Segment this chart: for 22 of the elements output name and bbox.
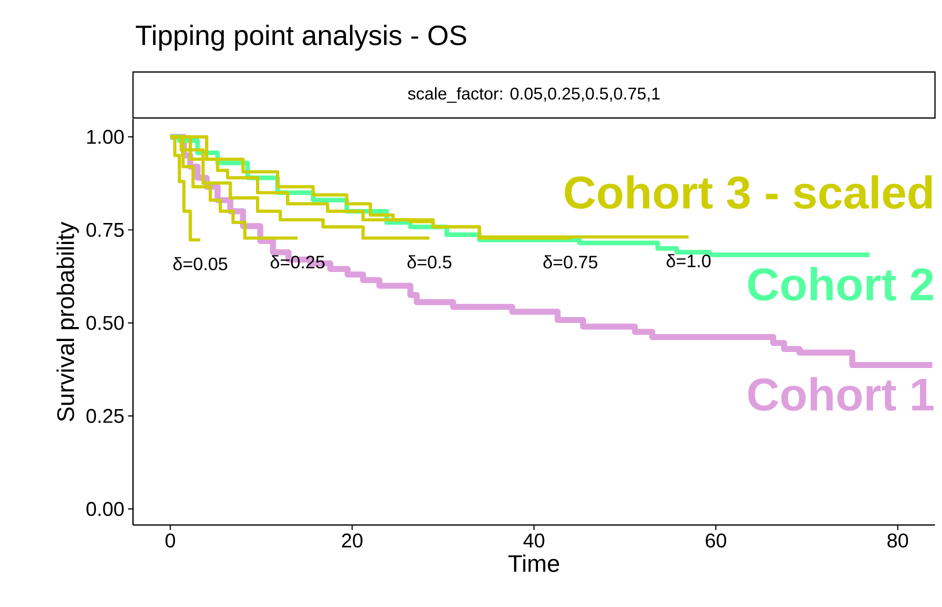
y-tick-label: 0.00 (86, 502, 124, 516)
chart-title: Tipping point analysis - OS (136, 24, 466, 51)
y-tick-label: 0.25 (86, 408, 124, 423)
x-tick-label: 0 (166, 534, 176, 548)
y-tick-label: 1.00 (87, 130, 124, 144)
chart-subtitle: scale_factor: 0.05,0.25,0.5,0.75,1 (408, 87, 660, 103)
y-axis-title: Survival probability (56, 222, 79, 422)
series-label: δ=0.75 (543, 255, 598, 268)
x-tick-label: 40 (523, 534, 544, 548)
x-tick-label: 20 (342, 534, 362, 548)
x-axis-title: Time (508, 554, 560, 572)
y-tick-label: 0.75 (86, 222, 124, 237)
series-label: δ=0.5 (408, 255, 452, 268)
series-label: Cohort 1 (748, 377, 934, 411)
series-label: δ=1.0 (666, 254, 711, 268)
series-label: δ=0.25 (270, 255, 325, 268)
series-label: δ=0.05 (173, 257, 228, 270)
y-tick-label: 0.50 (86, 316, 124, 330)
series-label: Cohort 2 (748, 267, 933, 301)
x-tick-label: 60 (706, 534, 726, 548)
annotation: Cohort 3 - scaled (564, 175, 932, 209)
x-tick-label: 80 (888, 534, 908, 548)
